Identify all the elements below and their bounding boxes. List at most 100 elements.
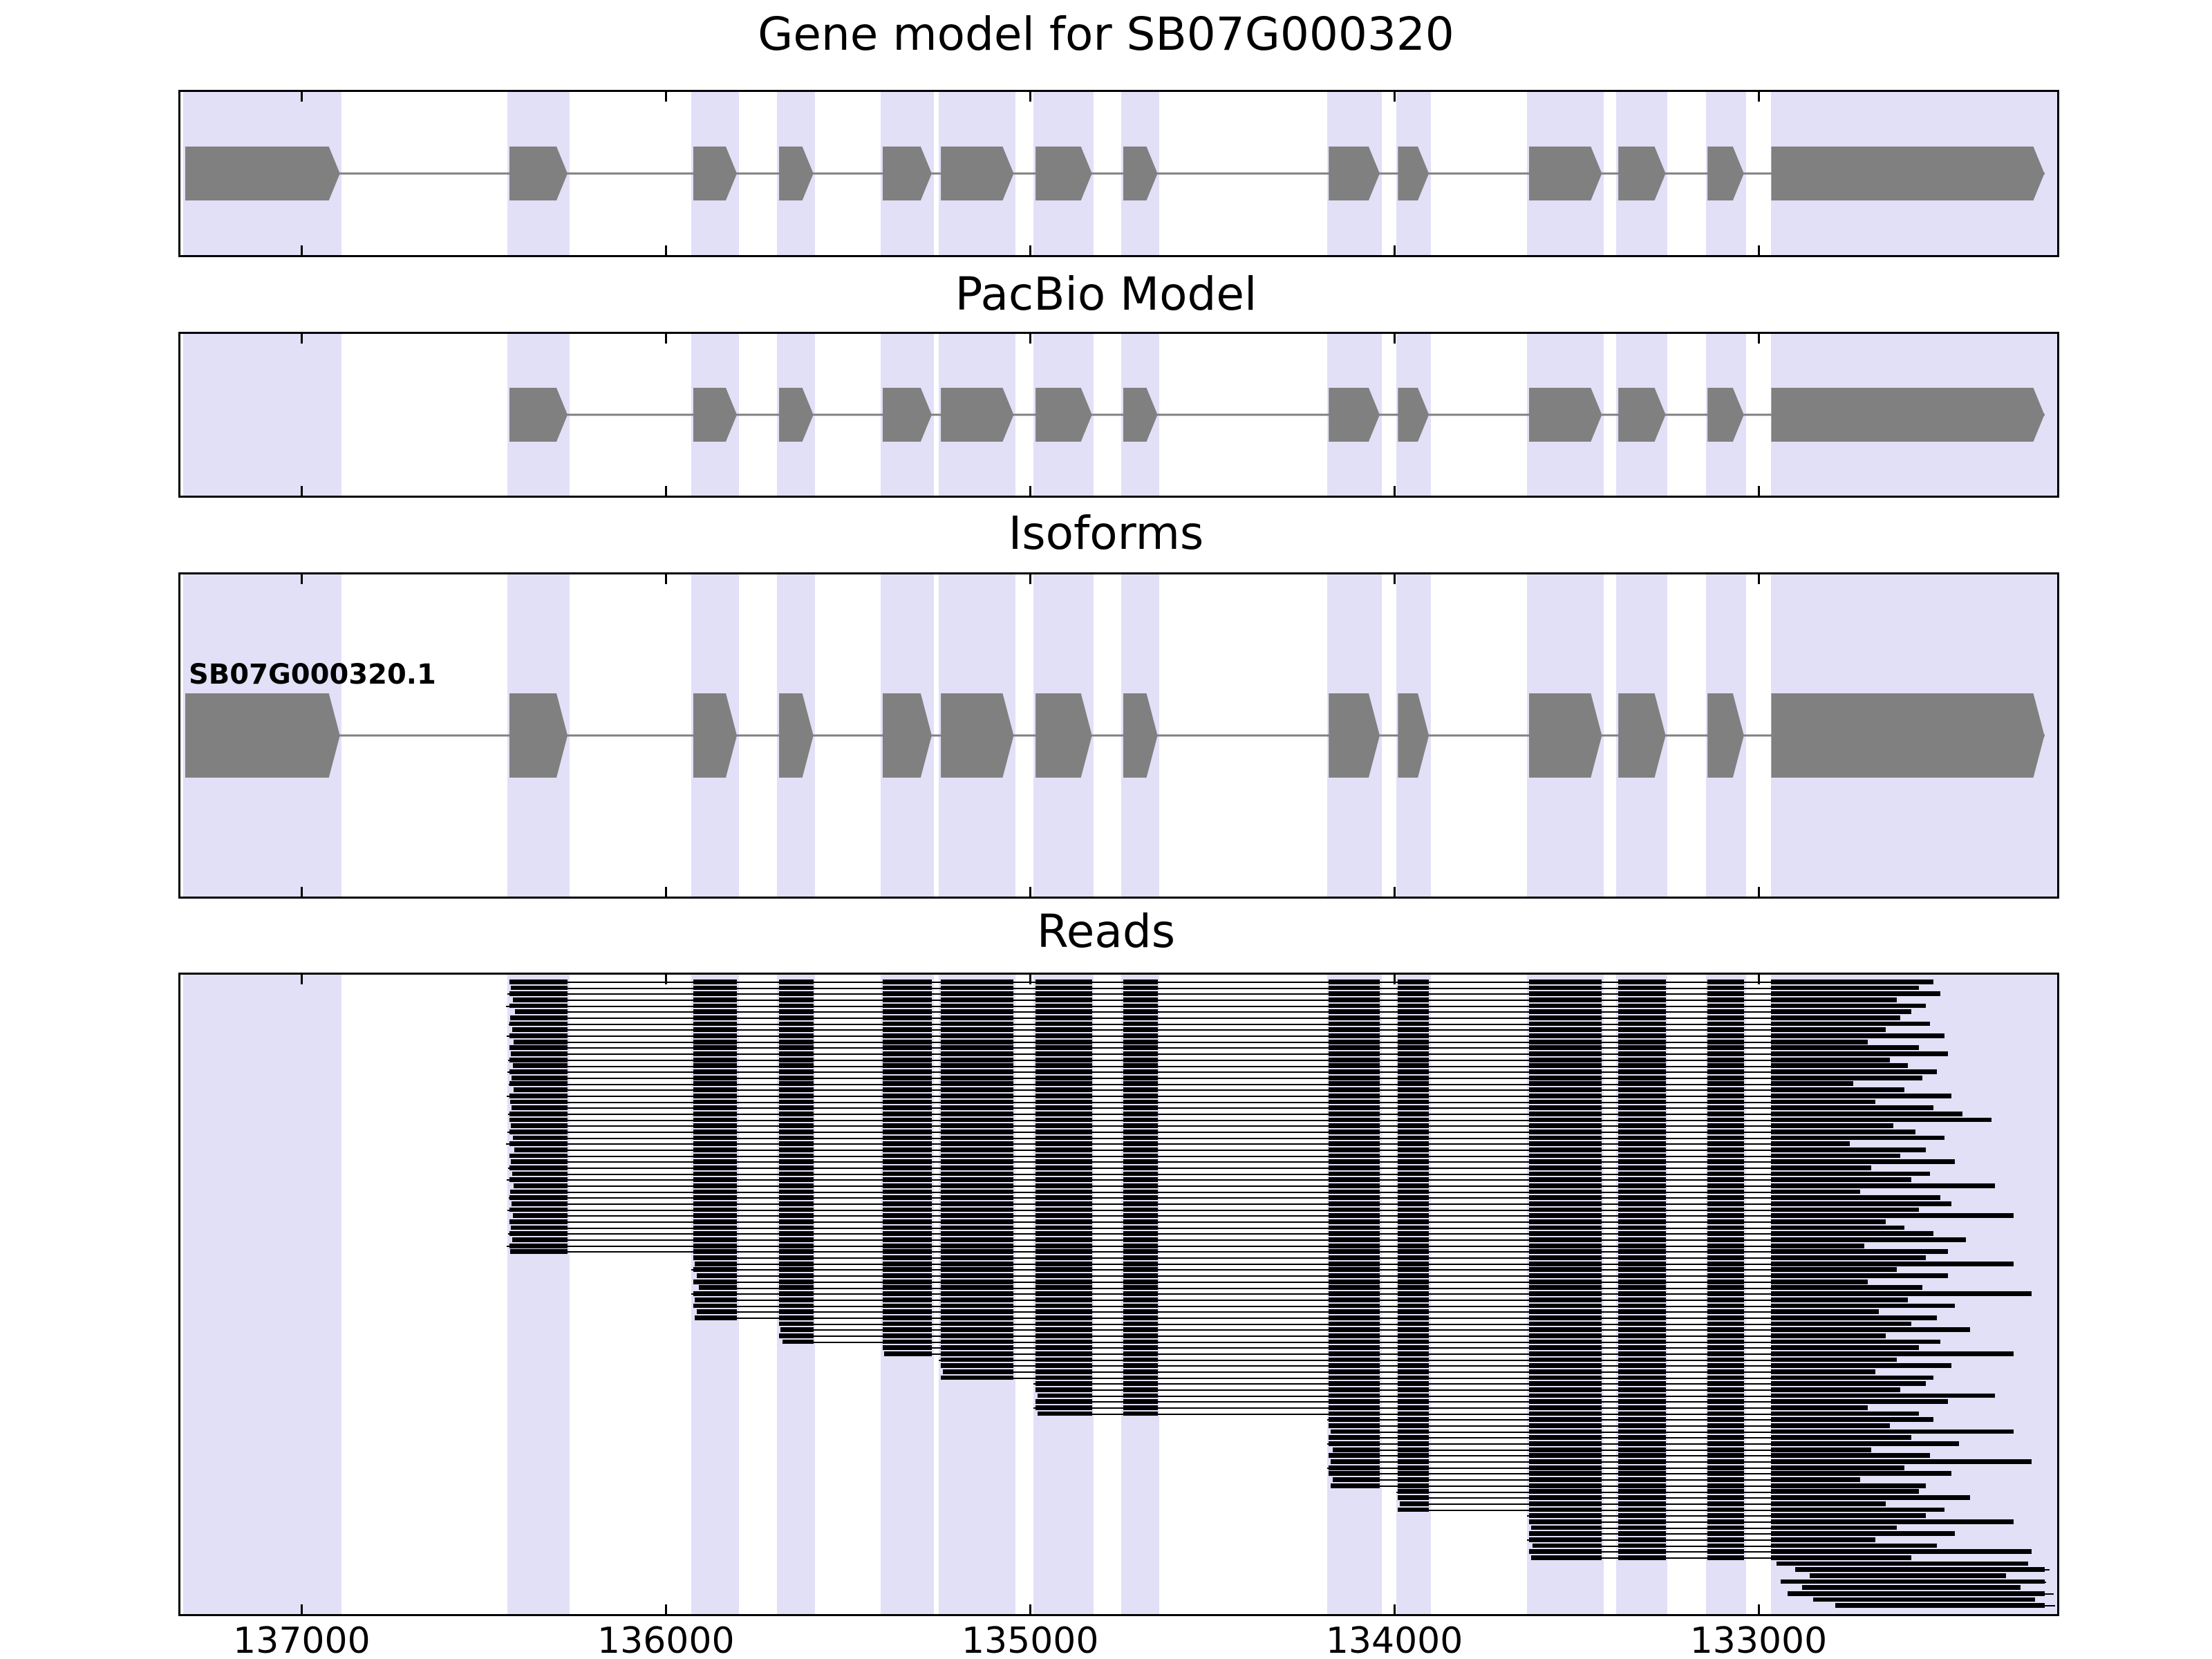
- read-exon-block: [1529, 1213, 1602, 1219]
- read-intron-line: [513, 1215, 2014, 1217]
- read-exon-block: [1707, 1123, 1744, 1128]
- read-intron-line: [511, 1077, 1923, 1079]
- read-exon-block: [509, 1057, 568, 1062]
- read-exon-block: [1529, 1159, 1602, 1165]
- read-exon-block: [1707, 985, 1744, 991]
- exon-block: [941, 388, 1013, 442]
- read-exon-block: [1771, 1219, 1886, 1224]
- read-exon-block: [1035, 1027, 1092, 1033]
- read-intron-line: [697, 1311, 1879, 1313]
- read-exon-block: [941, 1243, 1014, 1248]
- read-exon-block: [1035, 1135, 1092, 1141]
- read-exon-block: [1707, 1363, 1744, 1369]
- read-exon-block: [1035, 1147, 1092, 1152]
- read-exon-block: [882, 1345, 932, 1350]
- read-exon-block: [1035, 1381, 1092, 1387]
- read-intron-line: [506, 1035, 1944, 1038]
- read-exon-block: [1771, 1477, 1861, 1482]
- read-exon-block: [1771, 1051, 1948, 1056]
- read-exon-block: [1329, 997, 1380, 1002]
- read-exon-block: [941, 1207, 1014, 1212]
- read-intron-line: [1037, 1395, 1996, 1397]
- read-exon-block: [1035, 1237, 1092, 1242]
- read-intron-line: [695, 1299, 1908, 1301]
- read-exon-block: [1123, 1357, 1158, 1362]
- read-exon-block: [1329, 1393, 1380, 1398]
- read-exon-block: [1618, 1039, 1666, 1044]
- read-exon-block: [941, 1321, 1014, 1327]
- read-exon-block: [693, 1075, 738, 1080]
- read-exon-block: [1707, 1117, 1744, 1123]
- read-intron-line: [510, 1161, 1956, 1163]
- read-exon-block: [1618, 1051, 1666, 1056]
- read-exon-block: [1771, 1201, 1952, 1206]
- axis-tick-mark: [1757, 975, 1760, 984]
- read-exon-block: [693, 1183, 738, 1188]
- read-exon-block: [1707, 1033, 1744, 1038]
- read-exon-block: [1618, 1231, 1666, 1237]
- read-exon-block: [1529, 1237, 1602, 1242]
- read-exon-block: [882, 1141, 932, 1147]
- read-exon-block: [941, 1117, 1014, 1123]
- read-exon-block: [882, 1183, 932, 1188]
- read-exon-block: [1329, 1081, 1380, 1087]
- read-exon-block: [1035, 1231, 1092, 1237]
- read-exon-block: [1329, 1243, 1380, 1248]
- read-exon-block: [1398, 991, 1430, 997]
- read-exon-block: [1035, 1339, 1092, 1344]
- read-intron-line: [941, 1377, 1933, 1379]
- read-exon-block: [693, 1015, 738, 1020]
- read-exon-block: [882, 1201, 932, 1206]
- read-exon-block: [778, 1303, 814, 1309]
- read-exon-block: [1707, 1195, 1744, 1201]
- read-exon-block: [1707, 1267, 1744, 1273]
- read-exon-block: [1707, 1147, 1744, 1152]
- read-exon-block: [1771, 1339, 1941, 1344]
- read-exon-block: [1529, 1015, 1602, 1020]
- read-exon-block: [1398, 1495, 1430, 1500]
- read-exon-block: [1707, 1219, 1744, 1224]
- read-exon-block: [1529, 1309, 1602, 1314]
- read-exon-block: [1035, 985, 1092, 991]
- read-intron-line: [505, 1005, 1927, 1007]
- axis-tick-mark: [1029, 334, 1032, 344]
- read-exon-block: [1123, 1075, 1158, 1080]
- read-exon-block: [778, 1231, 814, 1237]
- read-exon-block: [1398, 1231, 1430, 1237]
- read-exon-block: [882, 1171, 932, 1177]
- read-intron-line: [1529, 1521, 2014, 1523]
- read-exon-block: [1529, 1315, 1602, 1320]
- read-exon-block: [1529, 1285, 1602, 1291]
- read-exon-block: [1618, 1411, 1666, 1416]
- read-exon-block: [778, 1291, 814, 1296]
- read-exon-block: [1035, 1057, 1092, 1062]
- read-exon-block: [1529, 1129, 1602, 1134]
- read-exon-block: [778, 1171, 814, 1177]
- read-exon-block: [1123, 1111, 1158, 1116]
- read-exon-block: [941, 1357, 1014, 1362]
- read-exon-block: [1398, 1219, 1430, 1224]
- axis-tick-mark: [665, 887, 668, 897]
- read-exon-block: [1329, 1003, 1380, 1009]
- read-exon-block: [1707, 1525, 1744, 1530]
- read-exon-block: [1707, 1441, 1744, 1446]
- read-intron-line: [506, 1245, 1864, 1247]
- read-exon-block: [941, 1225, 1014, 1230]
- read-exon-block: [1529, 1135, 1602, 1141]
- read-exon-block: [1329, 1123, 1380, 1128]
- read-exon-block: [778, 1021, 814, 1027]
- read-exon-block: [1707, 1489, 1744, 1494]
- read-exon-block: [1398, 1111, 1430, 1116]
- intron-line: [185, 172, 2045, 175]
- read-exon-block: [693, 1129, 738, 1134]
- read-exon-block: [1123, 1231, 1158, 1237]
- read-exon-block: [1529, 1339, 1602, 1344]
- read-exon-block: [1618, 1117, 1666, 1123]
- read-exon-block: [509, 1129, 568, 1134]
- read-exon-block: [1707, 1207, 1744, 1212]
- read-exon-block: [1123, 1339, 1158, 1344]
- read-exon-block: [1529, 1357, 1602, 1362]
- read-exon-block: [1123, 1129, 1158, 1134]
- read-exon-block: [778, 1087, 814, 1092]
- read-exon-block: [1618, 1075, 1666, 1080]
